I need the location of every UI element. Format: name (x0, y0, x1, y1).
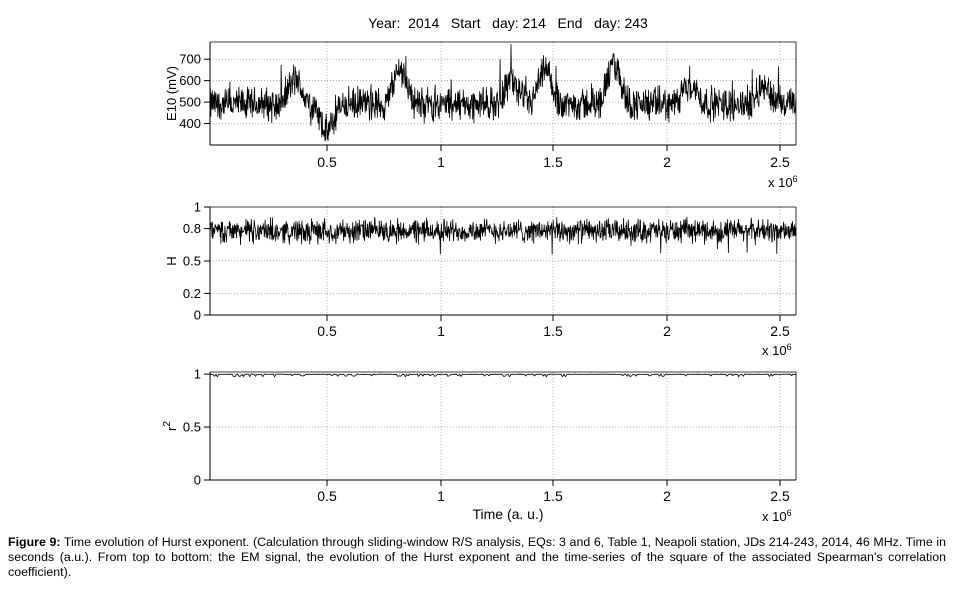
x-tick-label: 2 (663, 323, 671, 339)
figure-title: Year: 2014 Start day: 214 End day: 243 (368, 15, 648, 31)
caption-label: Figure 9: (8, 535, 61, 549)
panel-2: 0.5 1 1.5 2 2.5 0 0.2 0.5 0.8 1 x 106 H (164, 200, 797, 358)
x-tick-label: 0.5 (317, 323, 337, 339)
panel-1: 0.5 1 1.5 2 2.5 400 500 600 700 x 106 E10 (mV) (164, 41, 798, 190)
x-unit-label: x 106 (762, 508, 792, 524)
y-tick-label: 0.2 (183, 286, 201, 301)
x-unit-label: x 106 (762, 342, 792, 358)
panel-3: 0.5 1 1.5 2 2.5 0 0.5 1 x 106 r2 Time (a. u.) (162, 367, 797, 524)
x-tick-label: 1.5 (543, 323, 563, 339)
x-tick-label: 2.5 (770, 488, 790, 504)
y-axis-label: r2 (162, 421, 179, 431)
series-line (210, 373, 797, 378)
y-tick-label: 400 (179, 116, 201, 131)
y-tick-label: 1 (194, 367, 201, 382)
y-axis-label: E10 (mV) (164, 66, 179, 121)
y-tick-label: 0.5 (183, 420, 201, 435)
x-tick-label: 1 (437, 154, 445, 170)
y-tick-label: 600 (179, 73, 201, 88)
series-line (209, 216, 797, 255)
y-tick-label: 1 (194, 200, 201, 215)
x-axis-label: Time (a. u.) (472, 506, 543, 522)
caption-text: Time evolution of Hurst exponent. (Calcu… (8, 535, 947, 579)
figure-caption: Figure 9: Time evolution of Hurst expone… (8, 535, 946, 580)
x-tick-label: 0.5 (317, 154, 337, 170)
x-tick-label: 1 (437, 488, 445, 504)
x-tick-label: 2.5 (770, 154, 790, 170)
y-axis-label: H (164, 256, 179, 265)
y-tick-label: 0 (194, 473, 201, 488)
series-line (209, 44, 797, 141)
x-tick-label: 1.5 (543, 154, 563, 170)
figure: Year: 2014 Start day: 214 End day: 243 0… (162, 15, 798, 524)
x-tick-label: 2 (663, 488, 671, 504)
y-tick-label: 700 (179, 52, 201, 67)
x-tick-label: 0.5 (317, 488, 337, 504)
y-tick-label: 0.5 (183, 254, 201, 269)
panels: 0.5 1 1.5 2 2.5 400 500 600 700 x 106 E10 (mV) 0.5 1… (162, 41, 798, 524)
y-tick-label: 0 (194, 308, 201, 323)
x-tick-label: 2 (663, 154, 671, 170)
x-tick-label: 1.5 (543, 488, 563, 504)
x-unit-label: x 106 (768, 174, 798, 190)
x-tick-label: 1 (437, 323, 445, 339)
x-tick-label: 2.5 (770, 323, 790, 339)
y-tick-label: 500 (179, 95, 201, 110)
y-tick-label: 0.8 (183, 221, 201, 236)
